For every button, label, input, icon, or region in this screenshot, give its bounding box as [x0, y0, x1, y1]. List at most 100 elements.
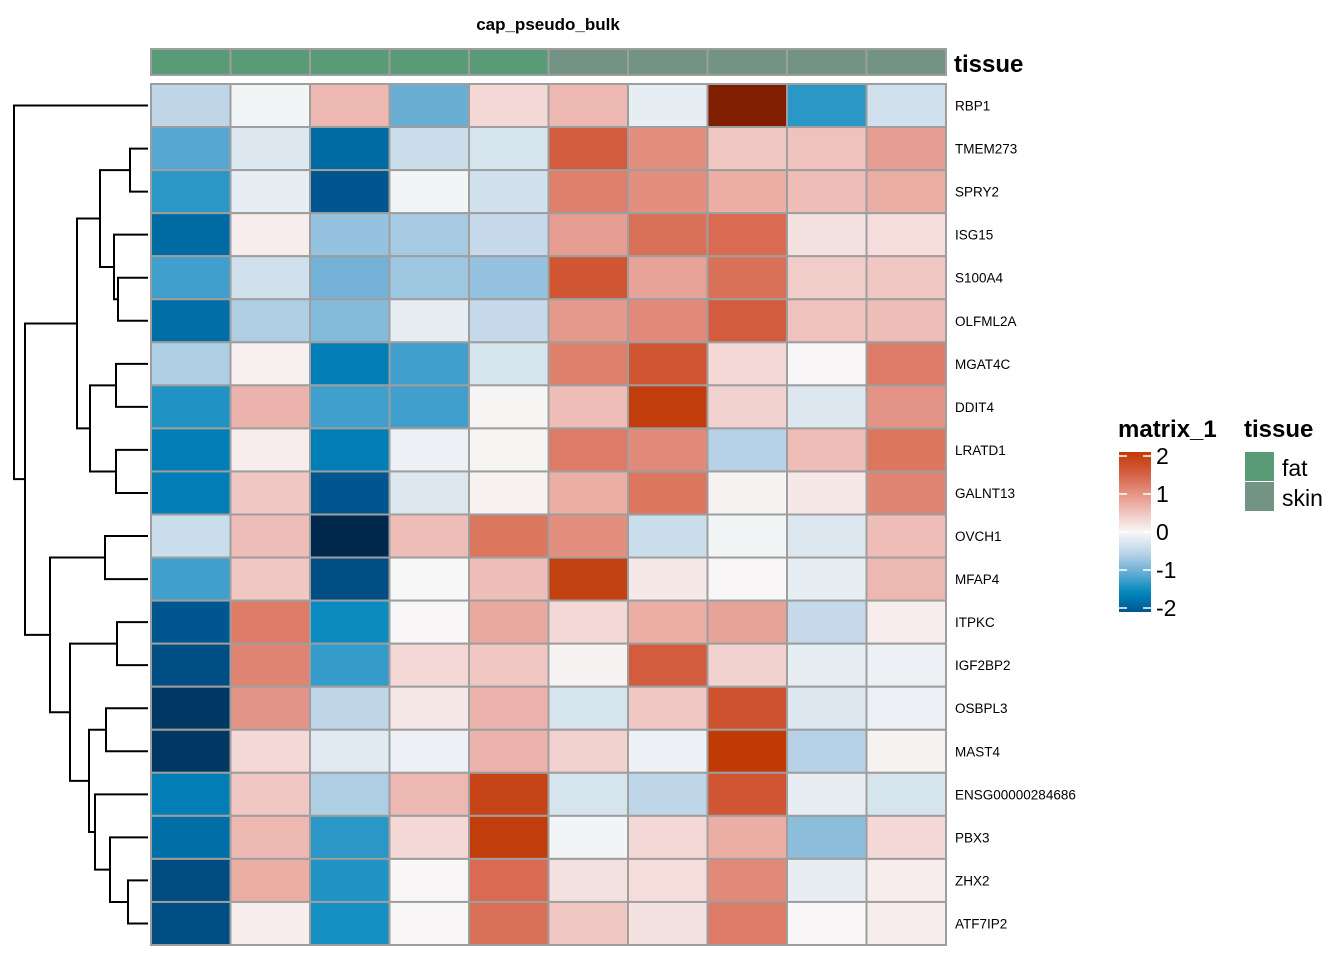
heatmap-cell [229, 212, 311, 258]
heatmap-cell [468, 900, 550, 947]
heatmap-cell [229, 255, 311, 301]
heatmap-cell [865, 126, 947, 172]
heatmap-cell [786, 470, 868, 516]
heatmap-cell [547, 126, 629, 172]
heatmap-cell [309, 728, 391, 774]
heatmap-cell [150, 169, 232, 215]
heatmap-cell [865, 470, 947, 516]
row-label: OSBPL3 [955, 701, 1008, 716]
heatmap-cell [865, 814, 947, 860]
heatmap-cell [468, 685, 550, 731]
heatmap-cell [388, 771, 470, 817]
heatmap-cell [865, 642, 947, 688]
heatmap-cell [150, 900, 232, 947]
heatmap-cell [865, 685, 947, 731]
heatmap-cell [706, 513, 788, 559]
row-label: DDIT4 [955, 400, 994, 415]
row-label: TMEM273 [955, 142, 1017, 157]
row-label: OLFML2A [955, 314, 1017, 329]
heatmap-cell [786, 857, 868, 903]
annotation-cell-skin [706, 48, 788, 76]
row-label: IGF2BP2 [955, 658, 1011, 673]
heatmap-cell [547, 255, 629, 301]
heatmap-cell [706, 212, 788, 258]
row-label: MGAT4C [955, 357, 1011, 372]
heatmap-cell [468, 212, 550, 258]
legend-tick-label: -2 [1156, 595, 1176, 621]
tissue-annotation-bar [150, 48, 947, 76]
heatmap-cell [865, 857, 947, 903]
heatmap-cell [468, 771, 550, 817]
heatmap-cell [309, 83, 391, 129]
heatmap-cell [786, 771, 868, 817]
heatmap-cell [865, 212, 947, 258]
heatmap-cell [706, 83, 788, 129]
heatmap-cell [786, 728, 868, 774]
dendrogram-branch [113, 233, 148, 301]
row-labels: RBP1 TMEM273 SPRY2 ISG15 S100A4 OLFML2A MGAT4C… [955, 99, 1076, 932]
heatmap-cell [706, 384, 788, 430]
heatmap-cell [706, 728, 788, 774]
heatmap-cell [150, 857, 232, 903]
heatmap-cell [865, 341, 947, 387]
heatmap-cell [229, 126, 311, 172]
heatmap-cell [229, 556, 311, 602]
heatmap-cell [706, 814, 788, 860]
heatmap-cell [150, 427, 232, 473]
heatmap-cell [388, 900, 470, 947]
annotation-cell-skin [627, 48, 709, 76]
heatmap-cell [706, 556, 788, 602]
heatmap-cell [388, 169, 470, 215]
heatmap-cell [786, 599, 868, 645]
heatmap-cell [229, 771, 311, 817]
heatmap-cell [309, 169, 391, 215]
heatmap-cell [627, 298, 709, 344]
heatmap-cell [706, 642, 788, 688]
heatmap-cell [468, 83, 550, 129]
row-label: MAST4 [955, 744, 1001, 759]
row-label: GALNT13 [955, 486, 1015, 501]
heatmap-cell [309, 255, 391, 301]
row-label: S100A4 [955, 271, 1004, 286]
heatmap-cell [468, 642, 550, 688]
heatmap-cell [627, 341, 709, 387]
heatmap-cell [627, 513, 709, 559]
heatmap-cell [865, 384, 947, 430]
heatmap-cell [468, 470, 550, 516]
heatmap-cell [388, 255, 470, 301]
heatmap-cell [706, 900, 788, 947]
heatmap-cell [786, 212, 868, 258]
heatmap-cell [627, 169, 709, 215]
heatmap-cell [627, 685, 709, 731]
dendrogram-branch [109, 836, 148, 903]
heatmap-cell [627, 771, 709, 817]
heatmap-cell [388, 298, 470, 344]
heatmap-cell [547, 900, 629, 947]
heatmap-cell [229, 83, 311, 129]
heatmap-cell [706, 857, 788, 903]
chart-title: cap_pseudo_bulk [476, 15, 620, 34]
heatmap-cell [865, 255, 947, 301]
heatmap-cell [150, 341, 232, 387]
heatmap-cell [150, 771, 232, 817]
row-label: ENSG00000284686 [955, 787, 1076, 802]
heatmap-cell [547, 384, 629, 430]
row-label: MFAP4 [955, 572, 1000, 587]
heatmap-cell [547, 771, 629, 817]
heatmap-cell [388, 556, 470, 602]
heatmap-cell [547, 341, 629, 387]
heatmap-cell [706, 169, 788, 215]
row-label: LRATD1 [955, 443, 1006, 458]
annotation-cell-skin [786, 48, 868, 76]
heatmap-cell [309, 857, 391, 903]
heatmap-cell [865, 556, 947, 602]
heatmap-cell [786, 427, 868, 473]
heatmap-cell [547, 470, 629, 516]
heatmap-cell [388, 341, 470, 387]
heatmap-cell [309, 470, 391, 516]
heatmap-cell [547, 427, 629, 473]
dendrogram-branch [69, 642, 117, 782]
heatmap-cell [388, 126, 470, 172]
heatmap-cell [786, 126, 868, 172]
heatmap-cell [229, 384, 311, 430]
